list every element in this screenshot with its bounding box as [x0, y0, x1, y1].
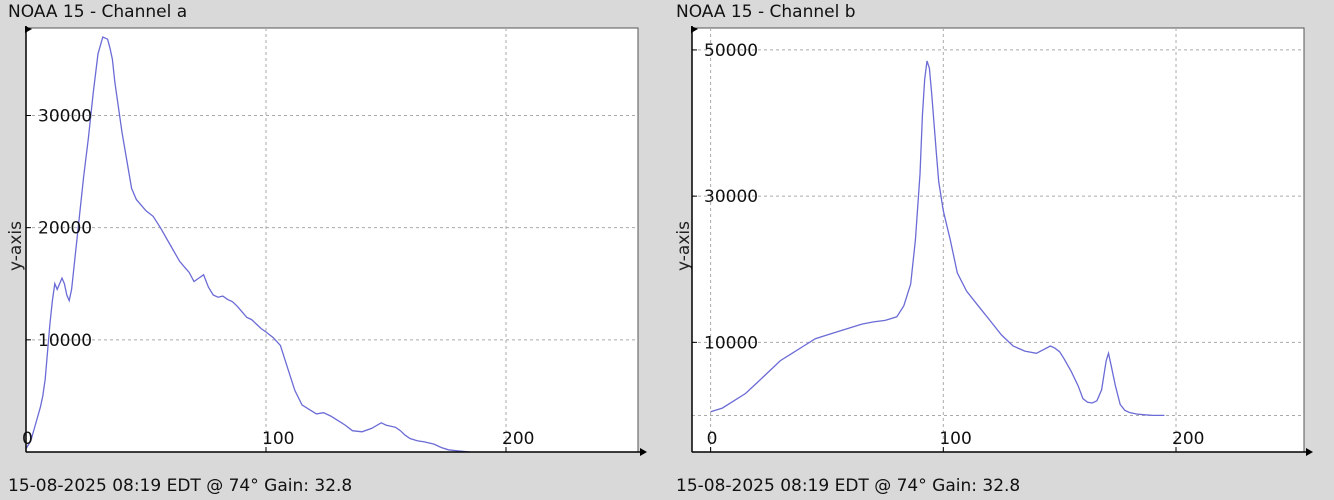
y-tick-label-a-1: 20000 — [38, 219, 92, 239]
plot-area-b — [691, 27, 1305, 453]
y-axis-label-a: y-axis — [6, 221, 26, 271]
y-axis-arrow-b — [691, 26, 698, 33]
x-axis-arrow-b — [1306, 448, 1313, 456]
x-tick-label-b-0: 0 — [707, 429, 718, 449]
x-tick-label-a-0: 0 — [22, 429, 33, 449]
y-tick-label-a-2: 30000 — [38, 106, 92, 126]
y-tick-label-b-2: 30000 — [704, 187, 758, 207]
x-tick-label-a-1: 100 — [262, 429, 294, 449]
y-axis-arrow-a — [25, 26, 32, 33]
panel-footer-a: 15-08-2025 08:19 EDT @ 74° Gain: 32.8 — [8, 476, 353, 496]
x-axis-arrow-a — [640, 448, 647, 456]
chart-b: 0 100 200 10000 30000 50000 — [691, 26, 1313, 456]
x-tick-label-a-2: 200 — [502, 429, 534, 449]
panel-title-a: NOAA 15 - Channel a — [8, 2, 188, 22]
y-tick-label-b-3: 50000 — [704, 41, 758, 61]
panel-footer-b: 15-08-2025 08:19 EDT @ 74° Gain: 32.8 — [676, 476, 1021, 496]
y-tick-label-a-0: 10000 — [38, 331, 92, 351]
x-tick-label-b-2: 200 — [1172, 429, 1204, 449]
panel-title-b: NOAA 15 - Channel b — [676, 2, 856, 22]
series-line-b-0 — [710, 60, 1165, 417]
plot-area-a — [25, 27, 639, 453]
x-tick-label-b-1: 100 — [939, 429, 971, 449]
y-tick-label-b-1: 10000 — [704, 333, 758, 353]
chart-a: 0 100 200 10000 20000 30000 — [22, 26, 647, 456]
series-line-a-0 — [25, 36, 471, 453]
